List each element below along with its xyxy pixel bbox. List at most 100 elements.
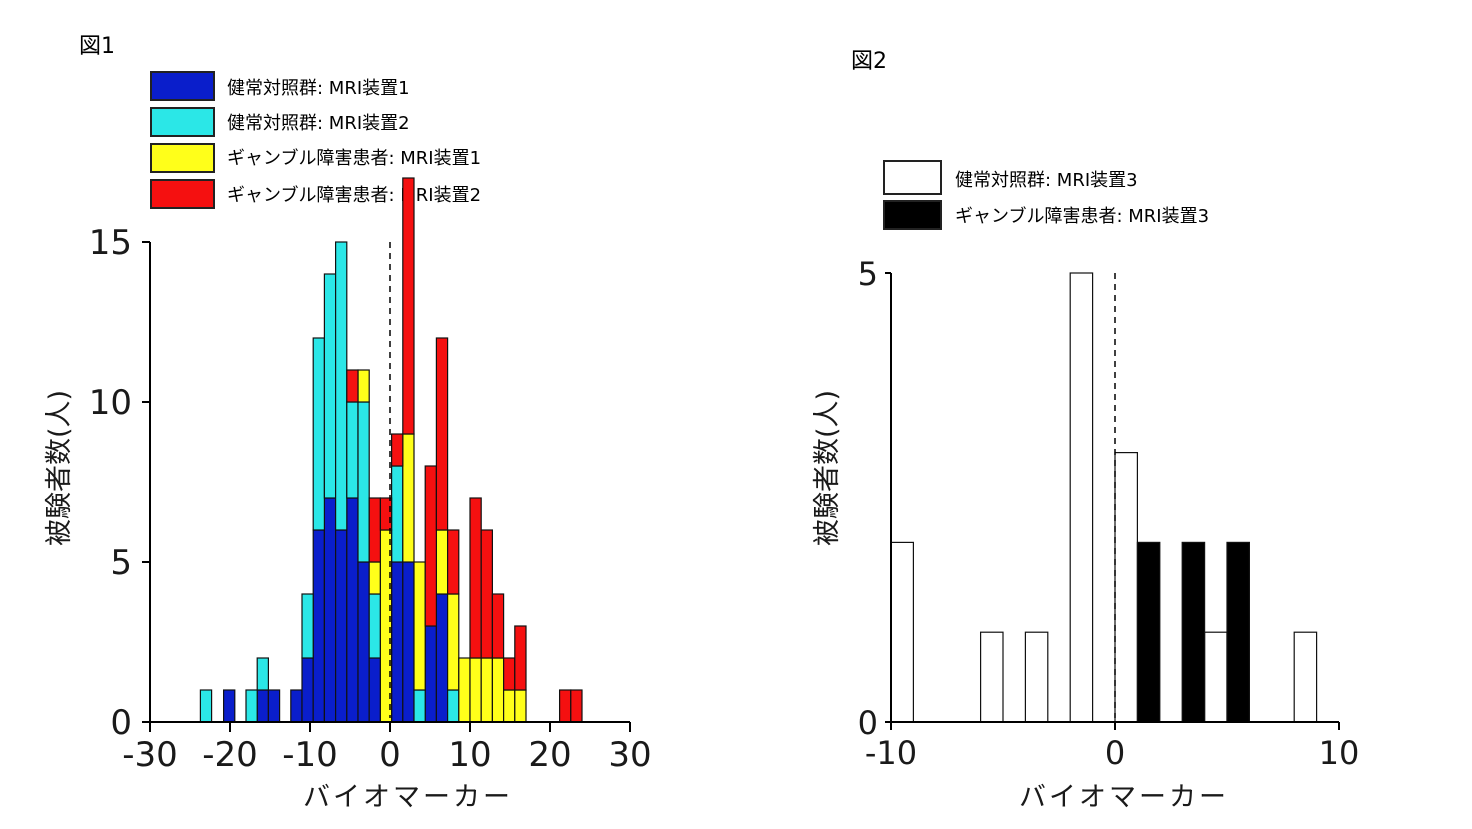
bar-1-s0-x-1.50 — [1069, 272, 1094, 723]
bar-0-s2-x13.50 — [491, 657, 505, 723]
bar-0-s0-x-4.70 — [346, 497, 359, 723]
bar-0-s2-x10.70 — [469, 657, 482, 723]
bar-0-s3-x7.90 — [447, 529, 460, 595]
bar-0-s3-x12.10 — [480, 529, 494, 659]
bar-0-s3-x10.70 — [469, 497, 482, 659]
bar-0-s2-x2.30 — [402, 433, 415, 563]
bar-0-s0-x0.90 — [391, 561, 404, 723]
bar-0-s0-x-11.70 — [290, 689, 303, 723]
ytick-label-1-1: 5 — [858, 255, 878, 293]
bar-0-s0-x-3.30 — [357, 561, 370, 723]
bar-1-s1-x1.50 — [1136, 541, 1161, 723]
bar-0-s3-x21.90 — [558, 689, 572, 723]
bar-0-s2-x16.30 — [514, 689, 527, 723]
bar-0-s0-x-14.50 — [267, 689, 281, 723]
legend1-swatch-3 — [150, 179, 215, 209]
bar-0-s0-x-6.10 — [335, 529, 348, 723]
bar-0-s2-x12.10 — [480, 657, 494, 723]
bar-0-s1-x-23.00 — [199, 689, 213, 723]
bar-0-s1-x7.90 — [447, 689, 460, 723]
ytick-label-0-0: 0 — [110, 703, 132, 743]
bar-1-s0-x-5.50 — [979, 631, 1004, 723]
bar-0-s0-x-10.30 — [301, 657, 314, 723]
bar-0-s2-x6.50 — [435, 529, 449, 595]
bar-0-s2-x-3.30 — [357, 369, 370, 403]
bar-0-s1-x-15.90 — [256, 657, 270, 691]
bar-0-s2-x-1.90 — [368, 561, 382, 595]
xtick-label-1-0: -10 — [865, 734, 917, 772]
bar-0-s3-x-4.70 — [346, 369, 359, 403]
bar-0-s1-x-6.10 — [335, 241, 348, 531]
bar-0-s2-x14.90 — [503, 689, 516, 723]
figure2-label: 図2 — [851, 49, 887, 74]
xtick-label-0-5: 20 — [528, 735, 571, 775]
bar-0-s1-x-3.30 — [357, 401, 370, 563]
bar-0-s2-x7.90 — [447, 593, 460, 691]
bar-1-s0-x-3.50 — [1024, 631, 1049, 723]
bar-0-s3-x2.30 — [402, 177, 415, 435]
legend1-swatch-1 — [150, 107, 215, 137]
bar-0-s1-x-8.90 — [312, 337, 326, 531]
bar-0-s1-x-4.70 — [346, 401, 359, 499]
bar-0-s1-x3.70 — [413, 689, 426, 723]
bar-0-s1-x-17.30 — [245, 689, 258, 723]
bar-0-s1-x-7.50 — [323, 273, 337, 499]
bar-1-s0-x8.50 — [1293, 631, 1318, 723]
bar-0-s3-x6.50 — [435, 337, 449, 531]
ytick-label-0-3: 15 — [89, 223, 132, 263]
figure2-legend: 健常対照群: MRI装置3 ギャンブル障害患者: MRI装置3 — [883, 160, 1209, 230]
bar-1-s0-x4.50 — [1203, 631, 1228, 723]
y-axis-label-0: 被験者数(人) — [44, 390, 75, 546]
legend1-swatch-2 — [150, 143, 215, 173]
legend2-swatch-0 — [883, 160, 942, 195]
bar-0-s2-x9.30 — [458, 657, 471, 723]
bar-0-s0-x6.50 — [435, 593, 449, 723]
ytick-label-0-1: 5 — [110, 543, 132, 583]
legend1-label-3: ギャンブル障害患者: MRI装置2 — [227, 184, 481, 206]
xtick-label-0-6: 30 — [608, 735, 651, 775]
bar-0-s0-x-7.50 — [323, 497, 337, 723]
bar-0-s1-x-10.30 — [301, 593, 314, 659]
ytick-label-1-0: 0 — [858, 704, 878, 742]
legend1-label-1: 健常対照群: MRI装置2 — [227, 113, 410, 134]
figure1-legend: 健常対照群: MRI装置1 健常対照群: MRI装置2 ギャンブル障害患者: M… — [150, 71, 481, 209]
bar-0-s3-x0.90 — [391, 433, 404, 467]
bar-1-s0-x-9.50 — [890, 541, 914, 723]
bar-1-s1-x3.50 — [1181, 541, 1206, 723]
bar-0-s3-x14.90 — [503, 657, 516, 691]
xtick-label-1-2: 10 — [1319, 734, 1360, 772]
xtick-label-1-1: 0 — [1105, 734, 1125, 772]
bar-1-s1-x5.50 — [1226, 541, 1250, 723]
legend2-swatch-1 — [883, 200, 942, 230]
bar-0-s1-x0.90 — [391, 465, 404, 563]
xtick-label-0-3: 0 — [379, 735, 401, 775]
figure1-label: 図1 — [79, 34, 115, 59]
y-axis-label-1: 被験者数(人) — [812, 390, 843, 546]
bar-0-s3-x23.30 — [570, 689, 583, 723]
legend2-label-1: ギャンブル障害患者: MRI装置3 — [955, 205, 1209, 227]
bar-0-s2-x3.70 — [413, 561, 426, 691]
bar-0-s3-x16.30 — [514, 625, 527, 691]
legend1-label-2: ギャンブル障害患者: MRI装置1 — [227, 147, 481, 169]
bar-0-s0-x-20.10 — [223, 689, 236, 723]
xtick-label-0-2: -10 — [282, 735, 338, 775]
legend1-swatch-0 — [150, 71, 215, 101]
ytick-label-0-2: 10 — [89, 383, 132, 423]
x-axis-label-1: バイオマーカー — [1019, 782, 1229, 813]
xtick-label-0-4: 10 — [448, 735, 491, 775]
bar-0-s0-x5.10 — [424, 625, 438, 723]
bar-0-s1-x-1.90 — [368, 593, 382, 659]
legend2-label-0: 健常対照群: MRI装置3 — [955, 170, 1138, 191]
bar-0-s0-x-1.90 — [368, 657, 382, 723]
bar-1-s0-x0.50 — [1114, 452, 1138, 723]
x-axis-label-0: バイオマーカー — [303, 782, 513, 813]
xtick-label-0-1: -20 — [202, 735, 258, 775]
bar-0-s0-x-15.90 — [256, 689, 270, 723]
legend1-label-0: 健常対照群: MRI装置1 — [227, 78, 410, 99]
bar-0-s3-x-0.50 — [379, 497, 393, 531]
bar-0-s3-x-1.90 — [368, 497, 382, 563]
xtick-label-0-0: -30 — [122, 735, 178, 775]
bar-0-s0-x-8.90 — [312, 529, 326, 723]
